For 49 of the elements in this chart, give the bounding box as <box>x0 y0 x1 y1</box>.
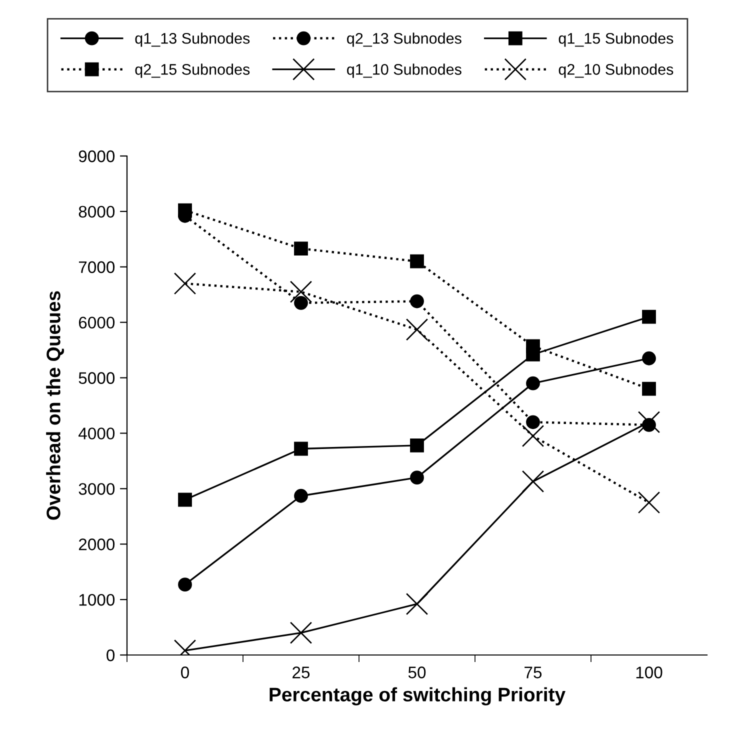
x-tick-label: 0 <box>181 666 189 678</box>
point <box>526 415 540 430</box>
point <box>638 491 660 514</box>
point <box>294 442 308 456</box>
y-tick-label: 7000 <box>78 261 115 274</box>
legend-label: q1_13 Subnodes <box>135 32 250 47</box>
point <box>294 242 308 256</box>
point <box>638 411 660 434</box>
point <box>178 578 192 592</box>
point <box>410 438 424 452</box>
point <box>290 280 312 303</box>
y-tick-label: 5000 <box>78 372 115 384</box>
y-tick-label: 2000 <box>78 538 115 550</box>
point <box>526 339 540 354</box>
y-tick-label: 8000 <box>78 206 115 218</box>
x-tick-label: 100 <box>636 666 662 678</box>
y-tick-label: 1000 <box>79 594 115 606</box>
point <box>178 203 192 218</box>
x-tick-label: 50 <box>408 666 426 678</box>
point <box>642 310 656 324</box>
legend-label: q1_10 Subnodes <box>347 64 462 78</box>
point <box>526 376 540 390</box>
point <box>294 488 308 503</box>
point <box>178 492 192 507</box>
legend-label: q2_15 Subnodes <box>135 64 250 78</box>
point <box>406 592 428 616</box>
legend-label: q2_10 Subnodes <box>558 64 674 78</box>
point <box>522 470 544 493</box>
x-tick-label: 25 <box>292 666 310 678</box>
point <box>410 470 424 485</box>
point <box>294 296 308 310</box>
legend-label: q1_15 Subnodes <box>558 32 674 47</box>
x-axis-title: Percentage of switching Priority <box>270 687 566 706</box>
legend-label: q2_13 Subnodes <box>347 32 462 47</box>
point <box>406 318 428 341</box>
point <box>290 622 312 644</box>
point <box>410 254 424 268</box>
point <box>174 272 196 295</box>
point <box>642 382 656 396</box>
y-tick-label: 9000 <box>78 150 115 162</box>
y-tick-label: 3000 <box>78 483 115 495</box>
point <box>522 424 544 448</box>
y-tick-label: 0 <box>106 649 115 662</box>
point <box>410 294 424 308</box>
y-tick-label: 4000 <box>78 428 115 440</box>
y-axis-title: Overhead on the Queues <box>46 291 64 520</box>
y-tick-label: 6000 <box>78 316 115 329</box>
x-tick-label: 75 <box>524 666 542 678</box>
point <box>642 351 656 366</box>
